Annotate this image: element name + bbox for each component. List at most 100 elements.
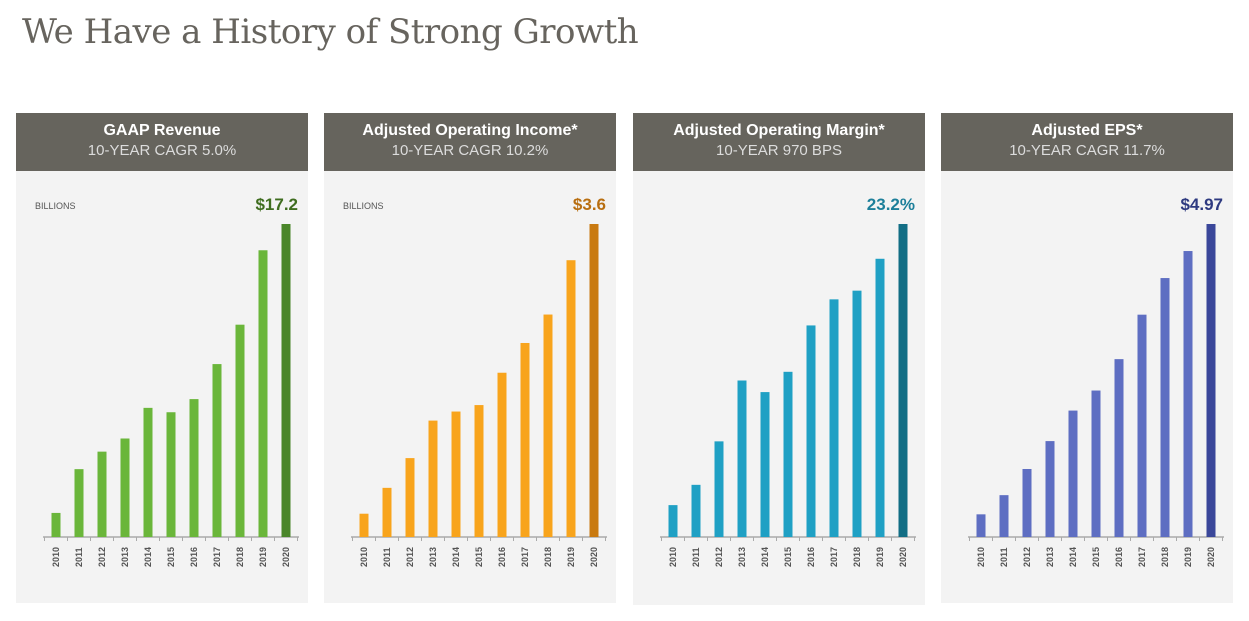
unit-label: BILLIONS [343,201,384,211]
bar-2017 [520,342,530,537]
panel-subtitle: 10-YEAR CAGR 11.7% [1009,142,1165,159]
x-tick-label: 2010 [668,547,678,567]
latest-value-label: $3.6 [572,195,606,214]
bar-2012 [714,441,724,537]
panel-header: Adjusted Operating Income* 10-YEAR CAGR … [324,113,616,171]
x-tick-label: 2014 [143,547,153,567]
x-tick-label: 2014 [760,547,770,567]
bar-2018 [1160,278,1170,537]
latest-value-label: $4.97 [1180,195,1223,214]
bar-2010 [668,505,678,537]
panel-header: Adjusted Operating Margin* 10-YEAR 970 B… [633,113,925,171]
latest-value-label: 23.2% [866,195,915,214]
page-title: We Have a History of Strong Growth [22,12,639,52]
x-tick-label: 2016 [497,547,507,567]
bar-2020 [589,224,599,537]
bar-2016 [806,325,816,537]
x-tick-label: 2015 [783,547,793,567]
x-tick-label: 2020 [589,547,599,567]
bar-2010 [359,513,369,537]
bar-2010 [976,514,986,537]
latest-value-label: $17.2 [255,195,298,214]
x-tick-label: 2018 [852,547,862,567]
x-tick-label: 2010 [976,547,986,567]
panel-header: GAAP Revenue 10-YEAR CAGR 5.0% [16,113,308,171]
panel-adjusted-eps: Adjusted EPS* 10-YEAR CAGR 11.7% $4.97 2… [941,113,1233,603]
x-tick-label: 2013 [1045,547,1055,567]
x-tick-label: 2018 [235,547,245,567]
x-tick-label: 2012 [405,547,415,567]
x-tick-label: 2015 [166,547,176,567]
x-tick-label: 2010 [51,547,61,567]
x-tick-label: 2011 [74,547,84,567]
panel-gaap-revenue: GAAP Revenue 10-YEAR CAGR 5.0% BILLIONS … [16,113,308,603]
bar-2012 [1022,468,1032,537]
bar-2019 [1183,251,1193,537]
bar-2011 [74,469,84,537]
bar-2020 [898,224,908,537]
panel-title: Adjusted Operating Margin* [673,122,885,139]
x-tick-label: 2016 [189,547,199,567]
bar-2017 [212,364,222,537]
bar-2018 [543,314,553,537]
bar-2012 [405,458,415,537]
bar-2018 [852,290,862,537]
panel-subtitle: 10-YEAR 970 BPS [716,142,842,159]
bar-2010 [51,512,61,537]
x-tick-label: 2017 [1137,547,1147,567]
bar-2012 [97,451,107,537]
panel-title: Adjusted EPS* [1031,122,1143,139]
x-tick-label: 2019 [566,547,576,567]
bar-2016 [497,372,507,537]
bar-2016 [189,399,199,537]
panel-subtitle: 10-YEAR CAGR 10.2% [391,142,549,159]
x-tick-label: 2017 [212,547,222,567]
x-tick-label: 2014 [1068,547,1078,567]
panel-title: GAAP Revenue [103,122,221,139]
bar-chart: 2010 2011 2012 2013 2014 2015 2016 2017 2018 2019… [351,224,607,567]
x-tick-label: 2014 [451,547,461,567]
x-tick-label: 2016 [1114,547,1124,567]
x-tick-label: 2010 [359,547,369,567]
bar-2017 [1137,314,1147,537]
bar-2013 [1045,441,1055,537]
panel-title: Adjusted Operating Income* [362,122,578,139]
bar-chart: 2010 2011 2012 2013 2014 2015 2016 2017 2018 2019… [660,224,916,567]
bar-2016 [1114,359,1124,537]
bar-2014 [1068,410,1078,537]
bar-2011 [999,495,1009,537]
bar-2015 [474,405,484,537]
x-tick-label: 2020 [898,547,908,567]
x-tick-label: 2015 [1091,547,1101,567]
x-tick-label: 2011 [691,547,701,567]
bar-2015 [1091,390,1101,537]
x-tick-label: 2020 [1206,547,1216,567]
panel-header: Adjusted EPS* 10-YEAR CAGR 11.7% [941,113,1233,171]
panel-subtitle: 10-YEAR CAGR 5.0% [87,142,237,159]
bar-2019 [875,258,885,537]
x-tick-label: 2012 [97,547,107,567]
bar-2019 [566,260,576,537]
panel-adjusted-operating-margin: Adjusted Operating Margin* 10-YEAR 970 B… [633,113,925,605]
bar-2013 [737,380,747,537]
bar-2011 [691,484,701,537]
x-tick-label: 2018 [543,547,553,567]
bar-2015 [166,412,176,537]
bar-2011 [382,487,392,537]
x-tick-label: 2012 [1022,547,1032,567]
bar-chart: 2010 2011 2012 2013 2014 2015 2016 2017 2018 2019… [968,224,1224,567]
x-tick-label: 2018 [1160,547,1170,567]
x-tick-label: 2017 [520,547,530,567]
x-tick-label: 2011 [382,547,392,567]
bar-2020 [281,224,291,537]
x-tick-label: 2017 [829,547,839,567]
x-tick-label: 2012 [714,547,724,567]
bar-2014 [451,411,461,537]
x-tick-label: 2019 [258,547,268,567]
bar-2014 [760,392,770,537]
bar-chart: 2010 2011 2012 2013 2014 2015 2016 2017 2018 2019… [43,224,299,567]
bar-2013 [428,420,438,537]
x-tick-label: 2013 [428,547,438,567]
bar-2014 [143,407,153,537]
x-tick-label: 2019 [1183,547,1193,567]
